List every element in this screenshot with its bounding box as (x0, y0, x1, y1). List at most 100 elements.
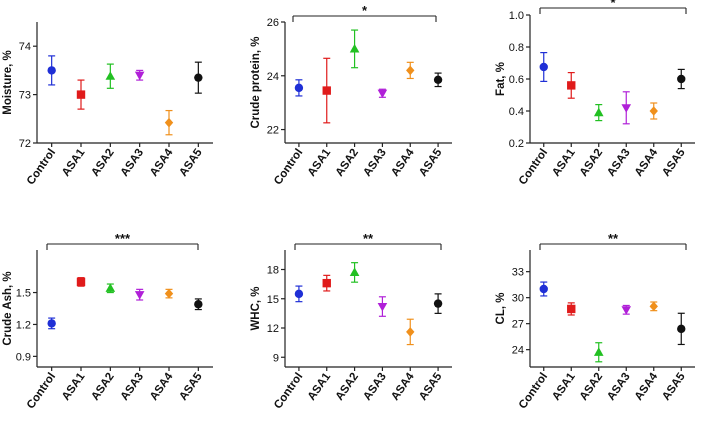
x-tick-label: ASA5 (660, 146, 688, 179)
x-tick-label: Control (25, 371, 58, 411)
x-tick-label: ASA4 (633, 370, 661, 403)
x-tick-label: ASA4 (148, 146, 176, 179)
data-point-control (294, 83, 304, 93)
data-point-asa2 (593, 107, 604, 117)
y-axis-label: Crude protein, % (250, 36, 262, 128)
x-tick-label: ASA3 (119, 147, 146, 179)
significance-bracket (46, 243, 199, 250)
data-point-asa5 (433, 299, 443, 308)
data-point-asa2 (593, 347, 604, 356)
data-point-asa2 (105, 283, 116, 292)
y-axis-label: Fat, % (495, 62, 507, 96)
y-tick-label: 9 (273, 352, 279, 364)
x-tick-label: ASA1 (306, 370, 334, 403)
x-tick-label: ASA5 (417, 370, 445, 403)
x-tick-label: ASA5 (177, 146, 205, 179)
x-tick-label: ASA2 (89, 371, 116, 403)
data-point-asa4 (649, 301, 658, 312)
x-tick-label: ASA4 (389, 370, 417, 403)
x-tick-label: ASA4 (148, 370, 176, 403)
x-tick-label: ASA5 (177, 370, 205, 403)
y-tick-label: 15 (267, 294, 279, 306)
y-tick-label: 26 (267, 17, 279, 29)
x-tick-label: ASA5 (660, 370, 688, 403)
data-point-asa5 (194, 73, 203, 82)
y-axis-label: CL, % (495, 293, 507, 325)
data-point-asa3 (134, 71, 145, 81)
x-tick-label: ASA2 (89, 147, 116, 179)
data-point-asa3 (134, 291, 145, 300)
data-point-control (539, 284, 548, 294)
y-tick-label: 0.4 (509, 106, 524, 118)
data-point-asa3 (377, 302, 388, 312)
significance-bracket (294, 243, 442, 250)
data-point-control (47, 319, 56, 328)
data-point-asa1 (76, 90, 86, 99)
data-point-asa4 (164, 288, 174, 299)
data-point-asa2 (349, 43, 360, 53)
data-point-asa3 (621, 306, 632, 315)
significance-label: ** (363, 231, 374, 246)
y-tick-label: 0.8 (509, 42, 524, 54)
x-tick-label: ASA2 (334, 147, 361, 179)
significance-bracket (539, 7, 687, 14)
x-tick-label: Control (272, 371, 305, 411)
data-point-asa1 (567, 304, 576, 314)
y-tick-label: 24 (512, 345, 524, 357)
chart-panel-3: 0.2 0.4 0.6 0.8 1.0 Fat, % Control ASA1 ASA2 ASA3… (495, 0, 695, 187)
data-point-asa4 (406, 327, 415, 337)
x-tick-label: ASA3 (361, 147, 388, 179)
data-point-asa5 (433, 75, 443, 85)
x-tick-label: ASA5 (417, 146, 445, 179)
x-tick-label: ASA2 (334, 371, 361, 403)
x-tick-label: ASA3 (119, 371, 146, 403)
y-tick-label: 0.2 (509, 138, 524, 150)
x-tick-label: ASA3 (605, 147, 632, 179)
significance-label: ** (608, 231, 619, 246)
chart-panel-6: 24 27 30 33 CL, % Control ASA1 ASA2 ASA3 ASA4 ASA5… (495, 231, 695, 411)
y-tick-label: 72 (19, 138, 31, 150)
y-tick-label: 0.9 (16, 351, 31, 363)
x-tick-label: ASA2 (578, 371, 605, 403)
x-tick-label: ASA3 (605, 371, 632, 403)
data-point-asa5 (677, 74, 686, 84)
x-tick-label: ASA3 (361, 371, 388, 403)
data-point-control (539, 62, 548, 72)
significance-label: *** (115, 231, 131, 246)
y-tick-label: 12 (267, 323, 279, 335)
data-point-asa3 (377, 89, 388, 99)
y-tick-label: 1.0 (509, 10, 524, 22)
data-point-asa2 (105, 71, 116, 80)
y-tick-label: 30 (512, 293, 524, 305)
x-tick-label: ASA2 (578, 147, 605, 179)
x-tick-label: ASA4 (633, 146, 661, 179)
x-tick-label: Control (517, 147, 550, 187)
y-tick-label: 24 (267, 71, 279, 83)
data-point-asa4 (164, 117, 174, 128)
data-point-asa1 (322, 278, 331, 288)
data-point-control (294, 289, 304, 299)
y-tick-label: 18 (267, 265, 279, 277)
y-tick-label: 73 (19, 90, 31, 102)
x-tick-label: ASA4 (389, 146, 417, 179)
y-tick-label: 1.2 (16, 319, 31, 331)
y-tick-label: 1.5 (16, 288, 31, 300)
data-point-asa5 (194, 300, 203, 309)
x-tick-label: Control (272, 147, 305, 187)
x-tick-label: ASA1 (550, 370, 578, 403)
data-point-asa4 (649, 106, 658, 116)
y-tick-label: 74 (19, 41, 31, 53)
y-tick-label: 0.6 (509, 74, 524, 86)
x-tick-label: ASA1 (60, 146, 88, 179)
y-axis-label: Moisture, % (2, 50, 14, 115)
significance-label: * (610, 0, 616, 10)
significance-bracket (539, 243, 687, 250)
x-tick-label: Control (25, 147, 58, 187)
significance-label: * (362, 3, 368, 18)
significance-bracket (292, 15, 437, 22)
x-tick-label: ASA1 (550, 146, 578, 179)
data-point-control (47, 66, 56, 75)
